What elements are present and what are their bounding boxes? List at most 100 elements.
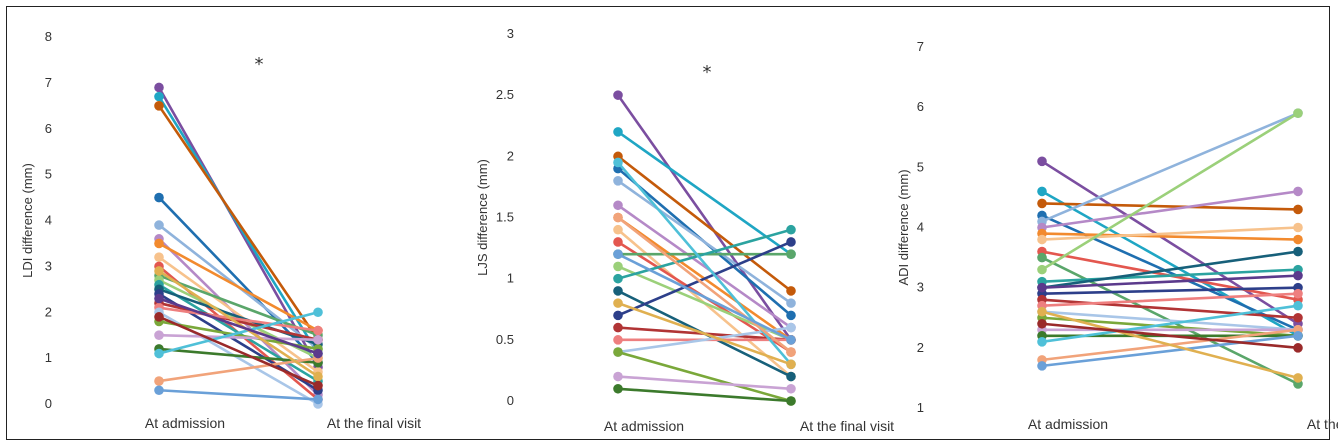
data-point-final-visit xyxy=(313,334,323,345)
y-tick-label: 1 xyxy=(45,350,52,365)
data-point-final-visit xyxy=(786,224,796,235)
data-point-final-visit xyxy=(786,359,796,370)
data-point-admission xyxy=(154,91,164,102)
data-point-admission xyxy=(613,286,623,296)
series-line xyxy=(1040,304,1300,344)
significance-marker: * xyxy=(703,62,712,83)
data-point-final-visit xyxy=(1293,270,1303,281)
y-tick-label: 1 xyxy=(507,271,514,286)
data-point-admission xyxy=(1037,306,1047,317)
y-tick-label: 2.5 xyxy=(496,87,514,102)
data-point-admission xyxy=(613,298,623,308)
series-line xyxy=(1040,292,1300,308)
y-tick-label: 3 xyxy=(45,258,52,273)
series-line xyxy=(616,228,793,280)
series-line xyxy=(157,104,320,342)
data-point-final-visit xyxy=(313,348,323,359)
series-line xyxy=(157,310,320,355)
data-point-admission xyxy=(1037,264,1047,275)
x-category-label: At the final visit xyxy=(1307,416,1338,432)
data-point-admission xyxy=(154,238,164,249)
series-line xyxy=(157,301,320,342)
data-point-admission xyxy=(154,82,164,93)
data-point-final-visit xyxy=(1293,246,1303,257)
series-line xyxy=(616,350,793,403)
series-line xyxy=(157,356,320,383)
data-point-final-visit xyxy=(1293,288,1303,299)
data-point-final-visit xyxy=(313,371,323,382)
y-axis-label: ADI difference (mm) xyxy=(896,169,911,285)
series-line xyxy=(616,179,793,305)
data-point-final-visit xyxy=(1293,373,1303,383)
y-tick-label: 1 xyxy=(917,400,924,415)
data-point-admission xyxy=(613,90,623,100)
data-point-final-visit xyxy=(786,322,796,333)
data-point-admission xyxy=(154,385,164,396)
data-point-final-visit xyxy=(1293,234,1303,245)
data-point-admission xyxy=(154,192,164,203)
y-tick-label: 1.5 xyxy=(496,210,514,225)
data-point-admission xyxy=(613,212,623,223)
y-tick-label: 4 xyxy=(917,220,924,235)
series-line xyxy=(1040,226,1300,241)
data-point-admission xyxy=(154,101,164,111)
series-line xyxy=(157,333,320,342)
series-line xyxy=(157,388,320,401)
x-category-label: At the final visit xyxy=(800,418,894,434)
data-point-final-visit xyxy=(786,383,796,394)
data-point-admission xyxy=(1037,198,1047,209)
series-line xyxy=(616,375,793,391)
data-point-final-visit xyxy=(313,325,323,336)
data-point-final-visit xyxy=(1293,186,1303,197)
data-point-admission xyxy=(613,261,623,272)
series-line xyxy=(616,301,793,366)
significance-marker: * xyxy=(255,54,264,75)
data-point-admission xyxy=(613,200,623,211)
data-point-admission xyxy=(154,348,164,359)
series-line xyxy=(1040,274,1300,289)
series-line xyxy=(157,269,320,378)
y-tick-label: 3 xyxy=(917,280,924,295)
x-category-label: At the final visit xyxy=(327,415,421,431)
data-point-final-visit xyxy=(786,396,796,406)
y-axis-label: LJS difference (mm) xyxy=(475,159,490,276)
y-tick-label: 7 xyxy=(917,39,924,54)
y-tick-label: 5 xyxy=(45,167,52,182)
data-point-final-visit xyxy=(786,249,796,259)
series-line xyxy=(1040,310,1300,332)
chart-panel-2: 0 0.5 1 1.5 2 2.5 3 LJS difference (mm) At admis… xyxy=(475,26,894,434)
y-tick-label: 4 xyxy=(45,213,52,228)
data-point-admission xyxy=(154,376,164,386)
series-line xyxy=(1040,316,1300,338)
y-tick-label: 0.5 xyxy=(496,332,514,347)
series-line xyxy=(157,315,320,387)
series-line xyxy=(616,203,793,329)
series-line xyxy=(1040,111,1300,271)
data-point-admission xyxy=(1037,282,1047,293)
series-line xyxy=(157,306,320,332)
data-point-admission xyxy=(613,224,623,235)
y-tick-label: 2 xyxy=(507,148,514,163)
data-point-final-visit xyxy=(786,347,796,357)
y-tick-label: 3 xyxy=(507,26,514,41)
data-point-admission xyxy=(1037,361,1047,371)
data-point-admission xyxy=(613,157,623,168)
data-point-final-visit xyxy=(313,307,323,318)
data-point-admission xyxy=(154,220,164,230)
series-line xyxy=(1040,310,1300,380)
series-line xyxy=(616,93,793,342)
series-line xyxy=(616,130,793,256)
series-line xyxy=(157,242,320,332)
data-point-admission xyxy=(1037,234,1047,245)
data-point-admission xyxy=(613,176,623,186)
data-point-admission xyxy=(613,335,623,345)
series-line xyxy=(1040,322,1300,350)
y-tick-label: 2 xyxy=(917,340,924,355)
data-point-final-visit xyxy=(1293,343,1303,353)
data-point-final-visit xyxy=(786,286,796,296)
x-category-label: At admission xyxy=(1028,416,1108,432)
data-point-final-visit xyxy=(786,335,796,345)
series-line xyxy=(1040,268,1300,283)
series-line xyxy=(157,288,320,346)
